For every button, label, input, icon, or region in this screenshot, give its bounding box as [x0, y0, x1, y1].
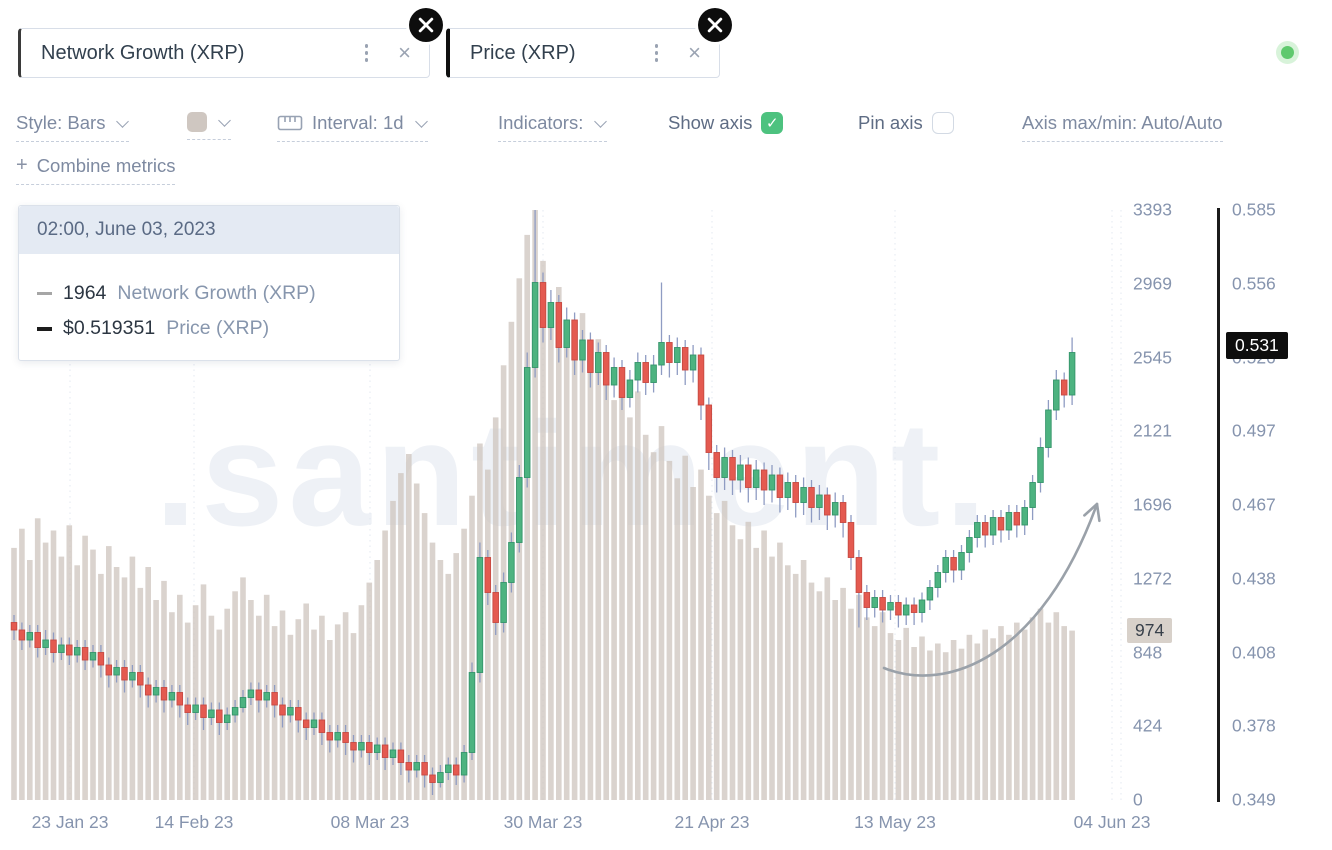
xrp-logo-icon	[409, 8, 443, 42]
metric-tab-network-growth[interactable]: Network Growth (XRP) ×	[18, 28, 430, 78]
show-axis-label: Show axis	[668, 112, 753, 133]
indicators-dropdown[interactable]: Indicators:	[498, 112, 608, 142]
axis-maxmin-label: Axis max/min: Auto/Auto	[1022, 112, 1223, 133]
metric-color-swatch	[187, 112, 207, 132]
price-axis-line	[1217, 208, 1220, 802]
show-axis-checkbox[interactable]: ✓	[761, 112, 784, 134]
chevron-down-icon	[414, 114, 428, 128]
chevron-down-icon	[594, 114, 608, 128]
tooltip-timestamp: 02:00, June 03, 2023	[19, 206, 399, 254]
kebab-menu-icon[interactable]	[361, 40, 373, 66]
indicators-dropdown-label: Indicators:	[498, 112, 584, 133]
pin-axis-checkbox[interactable]	[931, 112, 954, 134]
pin-axis-label: Pin axis	[858, 112, 923, 133]
tooltip-row-price: $0.519351 Price (XRP)	[37, 317, 381, 340]
close-icon[interactable]: ×	[398, 40, 411, 65]
style-dropdown-label: Style: Bars	[16, 112, 106, 133]
network-growth-current-value-badge: 974	[1127, 618, 1173, 643]
santiment-watermark: .santiment.	[155, 390, 991, 560]
interval-dropdown-label: Interval: 1d	[312, 112, 404, 133]
tooltip-value: 1964	[63, 282, 107, 304]
tooltip-series-label: Price (XRP)	[166, 317, 270, 339]
interval-dropdown[interactable]: Interval: 1d	[277, 112, 428, 142]
kebab-menu-icon[interactable]	[651, 40, 663, 66]
tooltip-body: 1964 Network Growth (XRP) $0.519351 Pric…	[19, 254, 399, 360]
chevron-down-icon	[116, 114, 130, 128]
metric-tab-price[interactable]: Price (XRP) ×	[446, 28, 720, 78]
tooltip-row-network-growth: 1964 Network Growth (XRP)	[37, 282, 381, 305]
price-series-marker	[37, 326, 52, 331]
check-icon: ✓	[766, 115, 779, 132]
style-dropdown[interactable]: Style: Bars	[16, 112, 130, 142]
tooltip-value: $0.519351	[63, 317, 156, 339]
pin-axis-control: Pin axis	[858, 112, 954, 141]
combine-metrics-button[interactable]: + Combine metrics	[16, 154, 176, 185]
ruler-icon	[277, 115, 303, 131]
chart-tooltip: 02:00, June 03, 2023 1964 Network Growth…	[18, 205, 400, 361]
status-indicator-dot	[1281, 46, 1294, 59]
show-axis-control: Show axis ✓	[668, 112, 784, 141]
close-icon[interactable]: ×	[688, 40, 701, 65]
color-swatch-dropdown[interactable]	[187, 112, 231, 140]
price-current-value-badge: 0.531	[1226, 332, 1288, 359]
axis-maxmin-control[interactable]: Axis max/min: Auto/Auto	[1022, 112, 1223, 142]
plus-icon: +	[16, 154, 28, 176]
network-growth-series-marker	[37, 292, 52, 295]
metric-tab-label: Network Growth (XRP)	[41, 41, 245, 64]
xrp-logo-icon	[698, 8, 732, 42]
metric-tab-label: Price (XRP)	[470, 41, 576, 64]
tooltip-series-label: Network Growth (XRP)	[117, 282, 316, 304]
chevron-down-icon	[218, 113, 231, 127]
combine-metrics-label: Combine metrics	[36, 154, 176, 176]
